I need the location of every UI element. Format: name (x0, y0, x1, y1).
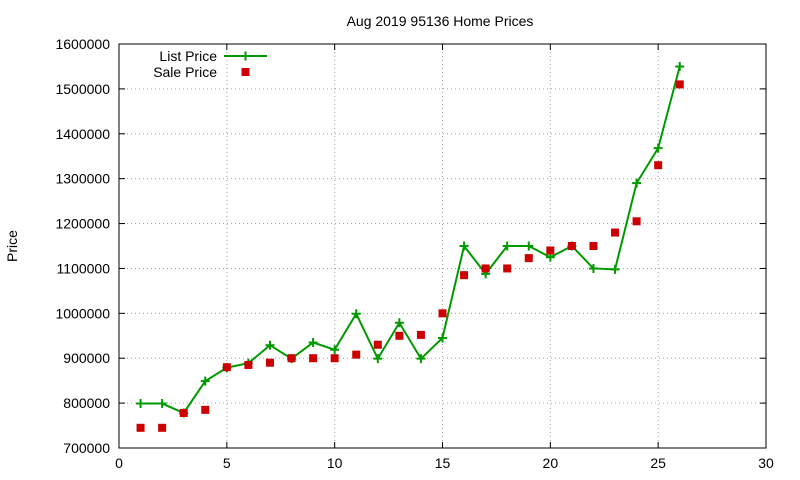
sale-price-point (179, 408, 188, 417)
series-list-price (136, 61, 685, 418)
sale-price-point (395, 331, 404, 340)
data-series (136, 61, 685, 432)
y-tick-label: 700000 (63, 440, 110, 456)
x-tick-label: 25 (650, 455, 666, 471)
sale-price-point (438, 309, 447, 318)
sale-price-point (416, 330, 425, 339)
sale-price-point (330, 354, 339, 363)
sale-price-point (503, 264, 512, 273)
list-price-point (351, 309, 361, 319)
y-tick-label: 1600000 (55, 36, 110, 52)
list-price-point (308, 338, 318, 348)
sale-price-point (589, 242, 598, 250)
sale-price-point (158, 423, 167, 432)
y-tick-label: 1400000 (55, 126, 110, 142)
sale-price-point (546, 246, 555, 255)
list-price-point (136, 399, 146, 409)
x-tick-label: 30 (758, 455, 774, 471)
list-price-point (330, 345, 340, 355)
y-tick-label: 1100000 (57, 260, 111, 276)
y-tick-label: 1000000 (55, 305, 110, 321)
x-tick-label: 0 (115, 455, 123, 471)
list-price-point (157, 399, 167, 409)
y-tick-label: 1200000 (55, 216, 110, 232)
list-price-point (459, 241, 469, 251)
chart-title: Aug 2019 95136 Home Prices (347, 13, 534, 29)
sale-price-point (265, 358, 274, 367)
sale-price-point (567, 242, 576, 250)
sale-price-point (352, 350, 361, 359)
legend-label: List Price (159, 48, 217, 64)
sale-price-point (632, 217, 641, 226)
sale-price-point (654, 161, 663, 170)
sale-price-point (611, 228, 620, 237)
sale-price-point (373, 340, 382, 349)
list-price-point (588, 263, 598, 273)
sale-price-point (481, 264, 490, 273)
list-price-point (416, 354, 426, 364)
x-tick-label: 20 (543, 455, 559, 471)
legend-swatch-marker (241, 68, 250, 76)
sale-price-point (675, 80, 684, 89)
list-price-point (610, 264, 620, 274)
list-price-point (373, 354, 383, 364)
x-tick-label: 15 (435, 455, 451, 471)
sale-price-point (460, 271, 469, 280)
list-price-point (265, 340, 275, 350)
legend-label: Sale Price (153, 64, 217, 80)
y-tick-label: 1300000 (55, 171, 110, 187)
y-tick-label: 1500000 (55, 81, 110, 97)
list-price-point (632, 178, 642, 188)
list-price-point (438, 333, 447, 343)
sale-price-point (309, 354, 318, 363)
sale-price-point (524, 254, 533, 263)
list-price-point (653, 143, 663, 153)
y-axis-label: Price (4, 230, 20, 262)
list-price-point (394, 318, 404, 328)
x-tick-label: 10 (327, 455, 343, 471)
series-sale-price (136, 80, 684, 432)
sale-price-point (287, 354, 296, 363)
legend-swatch-marker (241, 51, 250, 61)
sale-price-point (201, 405, 210, 414)
grid-lines (119, 44, 766, 448)
sale-price-point (222, 363, 231, 372)
y-tick-label: 900000 (63, 350, 110, 366)
list-price-point (502, 241, 512, 251)
x-tick-label: 5 (223, 455, 231, 471)
y-tick-label: 800000 (63, 395, 110, 411)
list-price-point (200, 376, 210, 386)
axis-ticks: 700000 800000 900000 1000000 1100000 1200000 1… (55, 36, 774, 471)
list-price-point (524, 241, 534, 251)
sale-price-point (244, 360, 253, 369)
list-price-point (675, 61, 685, 71)
list-price-line (140, 66, 681, 415)
sale-price-point (136, 423, 145, 432)
